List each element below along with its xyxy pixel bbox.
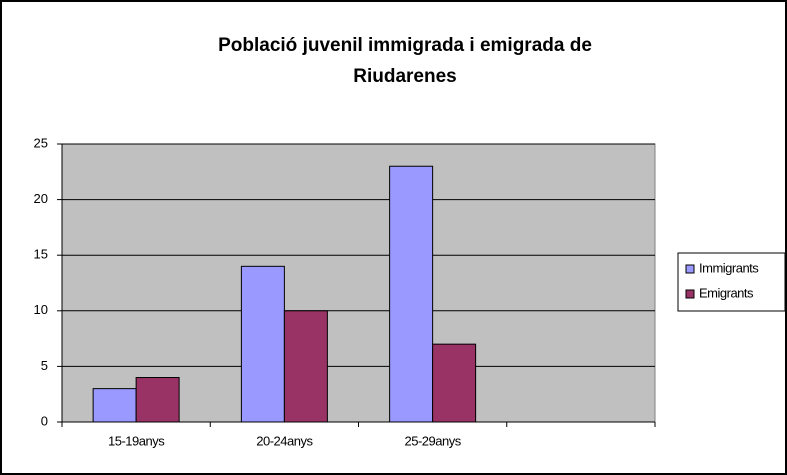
legend-swatch bbox=[685, 264, 695, 274]
legend-label: Immigrants bbox=[699, 260, 759, 275]
bar bbox=[389, 165, 434, 423]
legend-label: Emigrants bbox=[699, 285, 754, 300]
x-tick-label: 15-19anys bbox=[108, 433, 165, 448]
bar bbox=[92, 388, 137, 423]
chart-title: Riudarenes bbox=[353, 66, 456, 87]
y-tick-label: 5 bbox=[41, 358, 48, 373]
bar bbox=[135, 377, 180, 423]
bar bbox=[283, 310, 328, 423]
plot-area bbox=[61, 143, 656, 423]
legend-box bbox=[677, 252, 786, 312]
x-tick-label: 25-29anys bbox=[405, 433, 462, 448]
x-tick-label: 20-24anys bbox=[256, 433, 313, 448]
legend-swatch bbox=[685, 289, 695, 299]
y-tick-label: 0 bbox=[41, 413, 48, 428]
y-tick-label: 15 bbox=[34, 247, 48, 262]
y-tick-label: 25 bbox=[34, 135, 48, 150]
bar bbox=[432, 343, 477, 423]
bar bbox=[240, 265, 285, 423]
chart-title: Població juvenil immigrada i emigrada de bbox=[218, 35, 592, 56]
y-tick-label: 10 bbox=[34, 302, 48, 317]
y-tick-label: 20 bbox=[34, 191, 48, 206]
